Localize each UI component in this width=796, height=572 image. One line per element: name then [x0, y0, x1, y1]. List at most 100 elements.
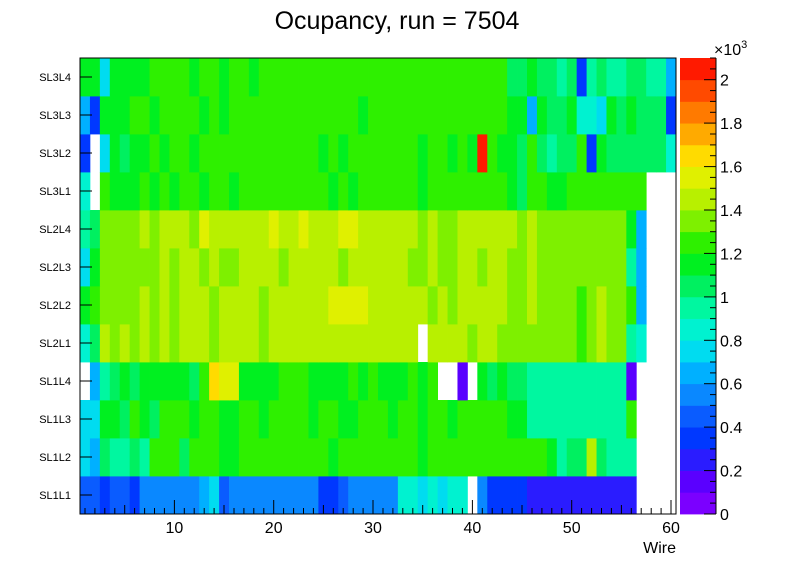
heatmap-cell [566, 172, 578, 211]
heatmap-cell [546, 400, 558, 439]
heatmap-cell [268, 248, 280, 287]
heatmap-cell [89, 324, 101, 363]
heatmap-cell [477, 476, 488, 515]
heatmap-cell [556, 210, 568, 249]
heatmap-cell [328, 134, 339, 173]
heatmap-cell [467, 96, 478, 135]
heatmap-cell [89, 58, 101, 97]
heatmap-cell [477, 96, 488, 135]
heatmap-cell [219, 96, 230, 135]
heatmap-cell [536, 286, 548, 325]
heatmap-cell [248, 476, 260, 515]
heatmap-cell [89, 286, 101, 325]
heatmap-cell [99, 400, 111, 439]
heatmap-cell [427, 438, 438, 477]
heatmap-cell [268, 96, 280, 135]
heatmap-cell [338, 248, 349, 287]
heatmap-cell [308, 286, 319, 325]
heatmap-cell [318, 286, 329, 325]
heatmap-cell [348, 400, 359, 439]
heatmap-cell [288, 210, 299, 249]
heatmap-cell [318, 248, 329, 287]
heatmap-cell [467, 58, 478, 97]
heatmap-cell [566, 438, 578, 477]
heatmap-cell [298, 210, 309, 249]
heatmap-cell [378, 400, 389, 439]
heatmap-cell [159, 438, 170, 477]
heatmap-cell [209, 362, 220, 401]
heatmap-cell [626, 400, 637, 439]
heatmap-cell [527, 58, 538, 97]
heatmap-cell [219, 248, 230, 287]
heatmap-cell [397, 324, 409, 363]
heatmap-cell [219, 400, 230, 439]
heatmap-cell [268, 400, 280, 439]
heatmap-cell [288, 362, 299, 401]
heatmap-cell [149, 438, 160, 477]
heatmap-cell [646, 96, 657, 135]
heatmap-cell [368, 96, 379, 135]
heatmap-cell [99, 438, 111, 477]
heatmap-cell [268, 58, 280, 97]
heatmap-cell [109, 362, 121, 401]
heatmap-cell [109, 210, 121, 249]
heatmap-cell [606, 210, 617, 249]
heatmap-cell [209, 210, 220, 249]
heatmap-cell [99, 210, 111, 249]
heatmap-cell [149, 134, 160, 173]
heatmap-cell [149, 248, 160, 287]
heatmap-cell [199, 476, 210, 515]
heatmap-cell [308, 58, 319, 97]
x-tick-label: 20 [265, 520, 283, 537]
heatmap-cell [497, 134, 508, 173]
heatmap-cell [258, 362, 270, 401]
heatmap-cell [447, 476, 458, 515]
heatmap-cell [358, 324, 369, 363]
heatmap-cell [129, 324, 140, 363]
heatmap-cell [278, 476, 289, 515]
heatmap-cell [238, 58, 250, 97]
heatmap-cell [99, 172, 111, 211]
heatmap-cell [248, 96, 260, 135]
heatmap-cell [229, 438, 240, 477]
heatmap-cell [338, 96, 349, 135]
heatmap-cell [576, 362, 587, 401]
heatmap-cell [536, 96, 548, 135]
heatmap-cell [328, 172, 339, 211]
heatmap-cell [139, 248, 150, 287]
heatmap-cell [487, 96, 498, 135]
heatmap-cell [427, 210, 438, 249]
heatmap-cell [626, 286, 637, 325]
heatmap-cell [199, 324, 210, 363]
heatmap-cell [487, 248, 498, 287]
heatmap-cell [119, 134, 131, 173]
heatmap-cell [278, 248, 289, 287]
heatmap-cell [229, 172, 240, 211]
heatmap-cell [368, 400, 379, 439]
x-tick-label: 40 [464, 520, 482, 537]
heatmap-cell [517, 400, 528, 439]
heatmap-cell [338, 476, 349, 515]
colorbar-segment [680, 362, 716, 385]
heatmap-cell [358, 362, 369, 401]
heatmap-cell [119, 324, 131, 363]
heatmap-cell [288, 134, 299, 173]
heatmap-cell [646, 58, 657, 97]
heatmap-cell [467, 324, 478, 363]
heatmap-cell [417, 248, 429, 287]
heatmap-cell [358, 96, 369, 135]
heatmap-cell [407, 248, 419, 287]
heatmap-cell [229, 248, 240, 287]
heatmap-cell [636, 134, 647, 173]
heatmap-cell [477, 362, 488, 401]
heatmap-cell [109, 58, 121, 97]
heatmap-cell [278, 400, 289, 439]
heatmap-cell [358, 286, 369, 325]
heatmap-cell [417, 400, 429, 439]
heatmap-cell [159, 362, 170, 401]
heatmap-cell [517, 96, 528, 135]
heatmap-cell [199, 134, 210, 173]
heatmap-cell [536, 134, 548, 173]
heatmap-cell [288, 172, 299, 211]
colorbar-tick-label: 0.6 [720, 377, 742, 394]
